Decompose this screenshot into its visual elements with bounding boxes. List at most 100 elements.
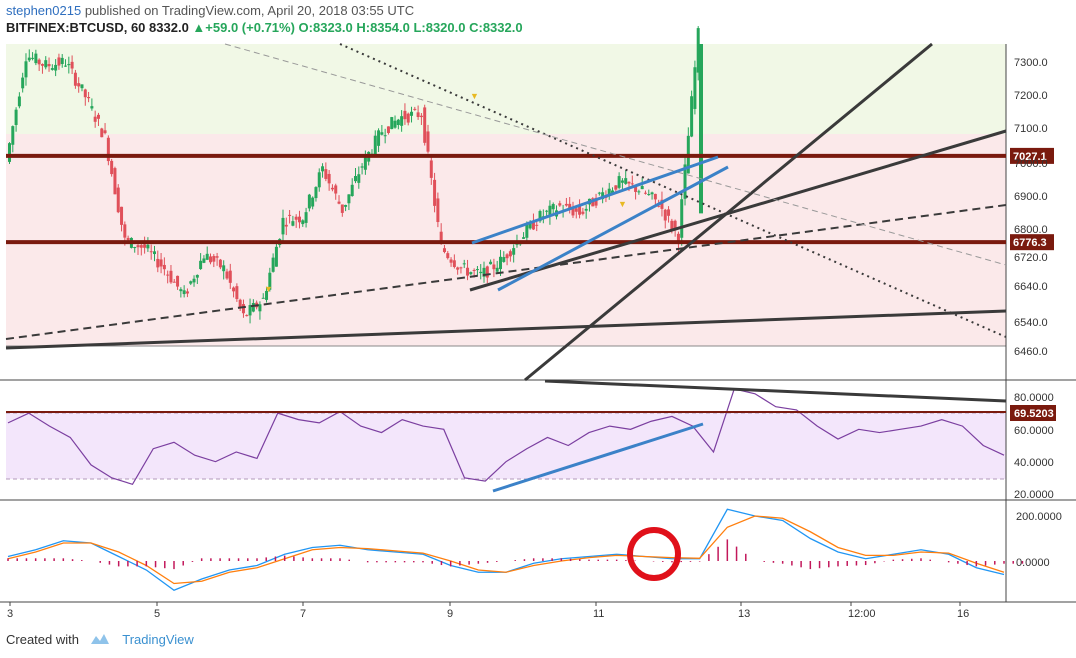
created-with-text: Created with xyxy=(6,632,79,647)
rsi-support-line xyxy=(492,422,704,493)
candle-down xyxy=(103,130,107,134)
time-tick-label: 13 xyxy=(738,608,750,620)
rsi-tick-label: 60.0000 xyxy=(1014,425,1054,437)
candle-down xyxy=(77,83,81,87)
candle-up xyxy=(344,204,348,207)
rsi-value-box xyxy=(1010,405,1056,421)
rsi-series: 69.5203 xyxy=(6,379,1056,493)
candle-down xyxy=(634,186,638,192)
price-tick-label: 6720.0 xyxy=(1014,252,1048,264)
candle-up xyxy=(189,281,193,284)
candle-down xyxy=(327,173,331,184)
symbol-label: BITFINEX:BTCUSD, 60 xyxy=(6,20,146,35)
rsi-line xyxy=(7,388,1005,486)
publish-line: stephen0215 published on TradingView.com… xyxy=(6,2,523,19)
candle-down xyxy=(426,131,430,152)
candle-up xyxy=(683,164,687,199)
candle-up xyxy=(357,174,361,183)
candle-up xyxy=(620,180,624,183)
rsi-value-label: 69.5203 xyxy=(1014,408,1054,420)
candle-down xyxy=(653,193,657,200)
candle-up xyxy=(495,267,499,272)
candle-up xyxy=(475,269,479,271)
candle-up xyxy=(545,210,549,212)
candle-up xyxy=(261,297,265,299)
candle-down xyxy=(245,315,249,317)
candle-up xyxy=(650,192,654,195)
candle-up xyxy=(347,194,351,204)
time-tick-label: 16 xyxy=(957,608,969,620)
candle-down xyxy=(330,187,334,190)
highlight-circle xyxy=(627,527,681,581)
candle-down xyxy=(73,72,77,86)
candle-down xyxy=(568,203,572,210)
candle-down xyxy=(172,281,176,283)
candle-up xyxy=(479,271,483,274)
candle-down xyxy=(433,179,437,206)
macd-line xyxy=(7,508,1005,591)
candle-up xyxy=(152,251,156,255)
time-tick-label: 12:00 xyxy=(848,608,876,620)
candle-up xyxy=(311,197,315,207)
candle-down xyxy=(386,126,390,133)
candle-down xyxy=(334,185,338,194)
candle-down xyxy=(126,237,130,241)
last-price: 8332.0 xyxy=(149,20,189,35)
dotted-down-line xyxy=(339,43,1007,338)
candle-up xyxy=(548,205,552,217)
ohlc-values: O:8323.0 H:8354.0 L:8320.0 C:8332.0 xyxy=(298,20,523,35)
candle-down xyxy=(100,128,104,138)
candle-down xyxy=(614,185,618,190)
candle-up xyxy=(647,194,651,196)
candle-up xyxy=(393,120,397,128)
candle-down xyxy=(96,114,100,119)
candle-up xyxy=(222,265,226,272)
candle-up xyxy=(90,106,94,109)
level-price-box xyxy=(1010,147,1054,164)
tradingview-logo-icon xyxy=(89,632,111,649)
candle-down xyxy=(531,220,535,230)
candle-up xyxy=(363,155,367,170)
candle-up xyxy=(637,191,641,193)
candle-down xyxy=(149,251,153,253)
candle-down xyxy=(169,270,173,283)
tradingview-link[interactable]: TradingView xyxy=(122,632,194,647)
price-tick-label: 6800.0 xyxy=(1014,224,1048,236)
candle-down xyxy=(667,209,671,216)
candle-up xyxy=(482,267,486,277)
candle-up xyxy=(410,111,414,116)
price-change: +59.0 (+0.71%) xyxy=(205,20,295,35)
steep-trend-line xyxy=(524,42,933,382)
candle-down xyxy=(185,291,189,294)
drawings-layer: 7027.1 6776.3 ▼ ▼ ▼ xyxy=(5,42,1054,382)
axes-layer: 7300.0 7200.0 7100.0 7000.0 6900.0 6800.0 6720… xyxy=(7,57,1062,620)
candle-up xyxy=(462,263,466,265)
candle-down xyxy=(136,245,140,248)
candle-down xyxy=(110,160,114,175)
candle-up xyxy=(80,84,84,89)
candle-up xyxy=(50,68,54,70)
candle-down xyxy=(235,286,239,300)
candle-down xyxy=(241,304,245,314)
candle-down xyxy=(120,206,124,225)
candle-down xyxy=(337,201,341,204)
candle-down xyxy=(209,256,213,263)
candle-down xyxy=(284,224,288,227)
candle-down xyxy=(459,267,463,269)
candle-down xyxy=(47,64,51,67)
candle-down xyxy=(403,110,407,120)
candle-up xyxy=(265,290,269,300)
candle-down xyxy=(176,275,180,287)
candle-up xyxy=(205,253,209,260)
candle-down xyxy=(40,64,44,66)
level-price-label: 6776.3 xyxy=(1013,237,1047,249)
candle-up xyxy=(502,257,506,262)
time-tick-label: 5 xyxy=(154,608,160,620)
published-text: published on TradingView.com, April 20, … xyxy=(84,3,415,18)
candle-up xyxy=(304,212,308,223)
candle-up xyxy=(281,217,285,235)
candle-up xyxy=(469,272,473,275)
candle-up xyxy=(607,188,611,196)
author-link[interactable]: stephen0215 xyxy=(6,3,82,18)
